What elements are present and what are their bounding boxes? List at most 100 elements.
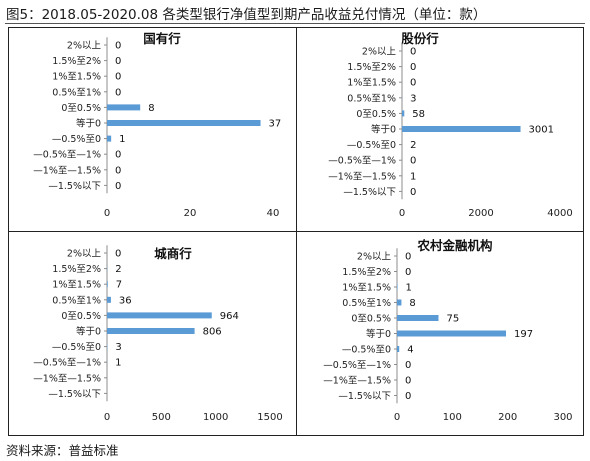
horizontal-divider [8, 231, 584, 232]
category-label: 等于0 [76, 326, 101, 338]
data-label: 0 [410, 62, 416, 73]
data-label: 197 [514, 329, 533, 340]
bar [397, 284, 398, 290]
data-label: 3001 [529, 125, 554, 136]
panel-title: 国有行 [143, 31, 181, 46]
data-label: 806 [203, 327, 222, 338]
bar [107, 120, 261, 126]
x-tick-label: 500 [152, 412, 171, 423]
category-label: 0.5%至1% [52, 87, 101, 98]
data-label: 1 [410, 171, 416, 182]
category-label: —1%至—1.5% [33, 373, 101, 384]
data-label: 1 [115, 358, 121, 369]
panel-title: 农村金融机构 [416, 238, 492, 253]
category-label: 1%至1.5% [52, 72, 101, 83]
category-label: —1.5%以下 [343, 187, 396, 198]
category-label: 1.5%至2% [342, 267, 391, 278]
data-label: 0 [115, 56, 121, 67]
category-label: 2%以上 [357, 252, 392, 263]
x-tick-label: 1500 [257, 412, 282, 423]
x-tick-label: 200 [498, 412, 517, 423]
panel-title: 股份行 [401, 31, 439, 46]
category-label: —0.5%至—1% [328, 156, 396, 167]
data-label: 0 [405, 267, 411, 278]
data-label: 58 [412, 109, 425, 120]
bar [107, 281, 108, 288]
category-label: 0至0.5% [61, 103, 101, 114]
x-tick-label: 2000 [468, 208, 493, 219]
category-label: 0至0.5% [356, 109, 396, 120]
category-label: —0.5%至0 [342, 345, 391, 356]
data-label: 37 [269, 119, 282, 130]
category-label: 等于0 [76, 118, 101, 130]
data-label: 8 [409, 298, 415, 309]
category-label: 1.5%至2% [52, 56, 101, 67]
data-label: 75 [447, 314, 460, 325]
x-tick-label: 0 [399, 208, 405, 219]
data-label: 0 [410, 47, 416, 58]
data-label: 0 [115, 41, 121, 52]
x-tick-label: 0 [104, 412, 110, 423]
category-label: —0.5%至0 [52, 134, 101, 145]
bar [107, 135, 112, 142]
data-label: 0 [115, 72, 121, 83]
category-label: 1.5%至2% [347, 62, 396, 73]
category-label: —1.5%以下 [338, 391, 391, 402]
category-label: —0.5%至0 [347, 140, 396, 151]
data-label: 0 [115, 87, 121, 98]
category-label: —0.5%至—1% [33, 150, 101, 161]
category-label: —0.5%至0 [52, 342, 101, 353]
bar [397, 315, 439, 321]
data-label: 0 [405, 252, 411, 263]
data-label: 0 [405, 376, 411, 387]
x-tick-label: 100 [443, 412, 462, 423]
data-label: 2 [115, 264, 121, 275]
data-label: 3 [115, 342, 121, 353]
x-tick-label: 0 [394, 412, 400, 423]
category-label: 0.5%至1% [52, 295, 101, 306]
x-tick-label: 4000 [547, 208, 572, 219]
category-label: 1%至1.5% [342, 283, 391, 294]
category-label: 0至0.5% [351, 314, 391, 325]
panel-title: 城商行 [154, 246, 192, 261]
x-tick-label: 300 [553, 412, 572, 423]
category-label: 0.5%至1% [347, 93, 396, 104]
category-label: —1%至—1.5% [323, 376, 391, 387]
bar [107, 104, 141, 111]
bar [397, 330, 507, 337]
category-label: 1.5%至2% [52, 264, 101, 275]
data-label: 0 [115, 150, 121, 161]
data-label: 1 [119, 134, 125, 145]
category-label: 0.5%至1% [342, 298, 391, 309]
data-label: 964 [220, 311, 239, 322]
data-label: 4 [407, 345, 413, 356]
data-label: 1 [406, 283, 412, 294]
data-label: 7 [116, 280, 122, 291]
data-label: 36 [119, 295, 132, 306]
category-label: —1%至—1.5% [328, 171, 396, 182]
category-label: —1%至—1.5% [33, 165, 101, 176]
category-label: 2%以上 [362, 47, 397, 58]
category-label: 2%以上 [67, 249, 102, 260]
category-label: —0.5%至—1% [323, 360, 391, 371]
data-label: 0 [405, 360, 411, 371]
bar [107, 328, 195, 334]
category-label: 2%以上 [67, 41, 102, 52]
x-tick-label: 1000 [203, 412, 228, 423]
data-label: 3 [410, 93, 416, 104]
data-label: 2 [410, 140, 416, 151]
x-tick-label: 20 [184, 208, 197, 219]
category-label: —1.5%以下 [48, 389, 101, 400]
title-rule [5, 23, 585, 24]
data-label: 0 [410, 187, 416, 198]
source-note: 资料来源：普益标准 [6, 443, 119, 458]
data-label: 8 [148, 103, 154, 114]
bar [107, 296, 111, 303]
category-label: —1.5%以下 [48, 181, 101, 192]
category-label: 1%至1.5% [347, 78, 396, 89]
data-label: 0 [410, 156, 416, 167]
